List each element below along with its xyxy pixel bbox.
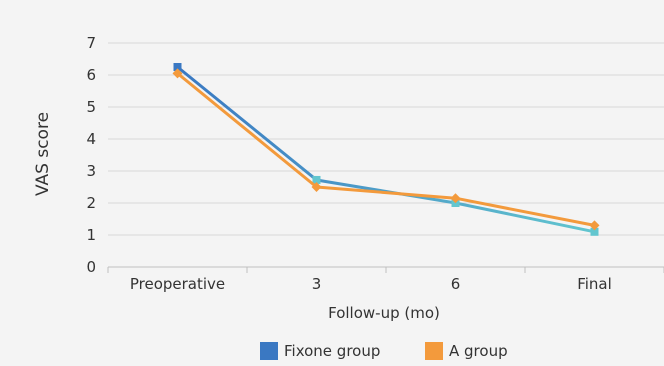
legend: Fixone group A group — [260, 342, 508, 360]
x-tick-label: Preoperative — [130, 275, 225, 293]
y-tick-label: 2 — [86, 194, 96, 212]
y-tick-label: 3 — [86, 162, 96, 180]
a-group-marker — [589, 220, 600, 231]
y-tick-label: 5 — [86, 98, 96, 116]
x-axis-label: Follow-up (mo) — [328, 304, 440, 322]
series-lines — [172, 63, 600, 236]
y-tick-label: 4 — [86, 130, 96, 148]
fixone-marker — [312, 175, 321, 184]
y-tick-label: 7 — [86, 34, 96, 52]
legend-swatch-a — [425, 342, 443, 360]
y-tick-label: 6 — [86, 66, 96, 84]
legend-label-fixone: Fixone group — [284, 342, 380, 360]
fixone-line — [176, 65, 595, 234]
y-axis-label: VAS score — [33, 112, 53, 196]
x-tick-label: 6 — [451, 275, 461, 293]
a-group-marker — [450, 193, 461, 204]
gridlines — [108, 42, 664, 236]
axes: 0 1 2 3 4 5 6 7 Preoperative 3 6 Final — [86, 34, 664, 293]
legend-label-a: A group — [449, 342, 508, 360]
fixone-marker — [173, 63, 182, 71]
y-tick-label: 0 — [86, 258, 96, 276]
a-group-line — [176, 72, 595, 227]
fixone-marker — [590, 227, 599, 236]
a-group-marker — [172, 68, 183, 79]
legend-swatch-fixone — [260, 342, 278, 360]
x-tick-label: Final — [577, 275, 612, 293]
a-group-marker — [311, 182, 322, 192]
x-tick-label: 3 — [312, 275, 322, 293]
y-tick-label: 1 — [86, 226, 96, 244]
